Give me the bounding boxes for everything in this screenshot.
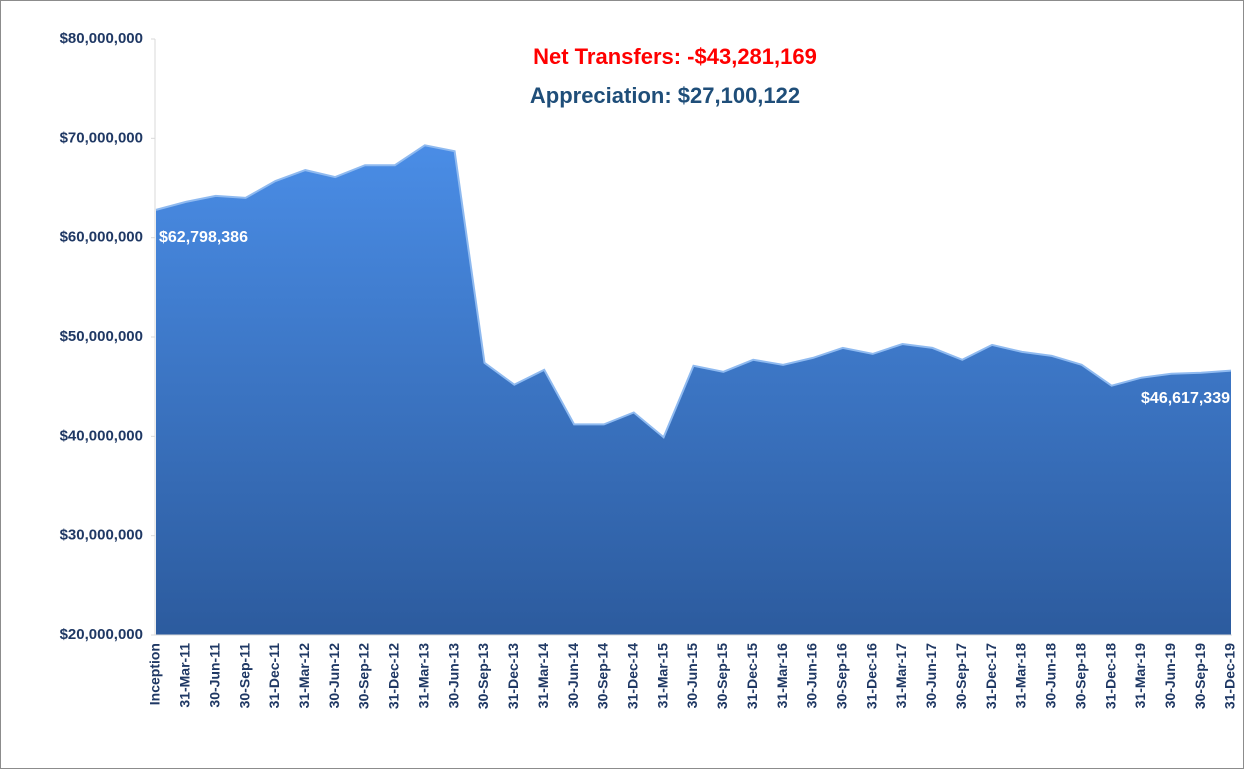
x-tick-label: Inception [147,643,163,705]
y-tick-label: $80,000,000 [60,30,143,47]
x-tick-label: 31-Mar-12 [296,643,312,709]
y-tick-label: $40,000,000 [60,427,143,444]
x-tick-label: 31-Dec-19 [1222,643,1238,709]
x-tick-label: 30-Jun-14 [565,643,581,709]
y-tick-label: $30,000,000 [60,527,143,544]
x-tick-label: 30-Jun-18 [1043,643,1059,709]
x-tick-label: 31-Dec-11 [266,643,282,709]
x-tick-label: 31-Mar-18 [1013,643,1029,709]
y-tick-label: $60,000,000 [60,229,143,246]
x-tick-label: 30-Sep-15 [714,643,730,709]
x-tick-label: 30-Jun-16 [804,643,820,709]
x-tick-label: 31-Mar-13 [415,643,431,709]
area-line [155,144,1232,439]
x-tick-label: 31-Dec-18 [1102,643,1118,709]
x-tick-label: 31-Dec-16 [863,643,879,709]
x-tick-label: 30-Sep-18 [1072,643,1088,709]
x-tick-label: 30-Jun-13 [445,643,461,709]
annotation: Net Transfers: -$43,281,169 [533,44,817,69]
x-tick-label: 31-Dec-17 [983,643,999,709]
x-tick-label: 31-Mar-16 [774,643,790,709]
y-tick-label: $70,000,000 [60,129,143,146]
x-tick-label: 30-Jun-17 [923,643,939,709]
x-tick-label: 30-Sep-13 [475,643,491,709]
x-tick-label: 31-Mar-15 [654,643,670,709]
x-tick-label: 30-Jun-12 [326,643,342,709]
area [156,145,1231,636]
x-tick-label: 31-Mar-11 [177,643,193,708]
x-tick-label: 31-Mar-17 [893,643,909,709]
y-tick-label: $20,000,000 [60,626,143,643]
y-tick-label: $50,000,000 [60,328,143,345]
x-tick-label: 30-Sep-17 [953,643,969,709]
x-tick-label: 30-Sep-14 [595,643,611,709]
x-tick-label: 30-Sep-19 [1192,643,1208,709]
x-tick-label: 31-Dec-14 [624,643,640,709]
x-tick-label: 31-Mar-19 [1132,643,1148,709]
x-tick-label: 30-Sep-12 [356,643,372,709]
x-tick-label: 30-Jun-19 [1162,643,1178,709]
data-label: $46,617,339 [1141,390,1230,407]
x-tick-label: 30-Jun-11 [206,643,222,708]
x-tick-label: 31-Dec-12 [386,643,402,709]
x-tick-label: 30-Jun-15 [684,643,700,709]
x-tick-label: 30-Sep-11 [236,643,252,709]
annotation: Appreciation: $27,100,122 [530,83,800,108]
x-tick-label: 31-Dec-13 [505,643,521,709]
data-label: $62,798,386 [159,229,248,246]
x-tick-label: 31-Mar-14 [535,643,551,709]
x-tick-label: 30-Sep-16 [834,643,850,709]
x-tick-label: 31-Dec-15 [744,643,760,709]
